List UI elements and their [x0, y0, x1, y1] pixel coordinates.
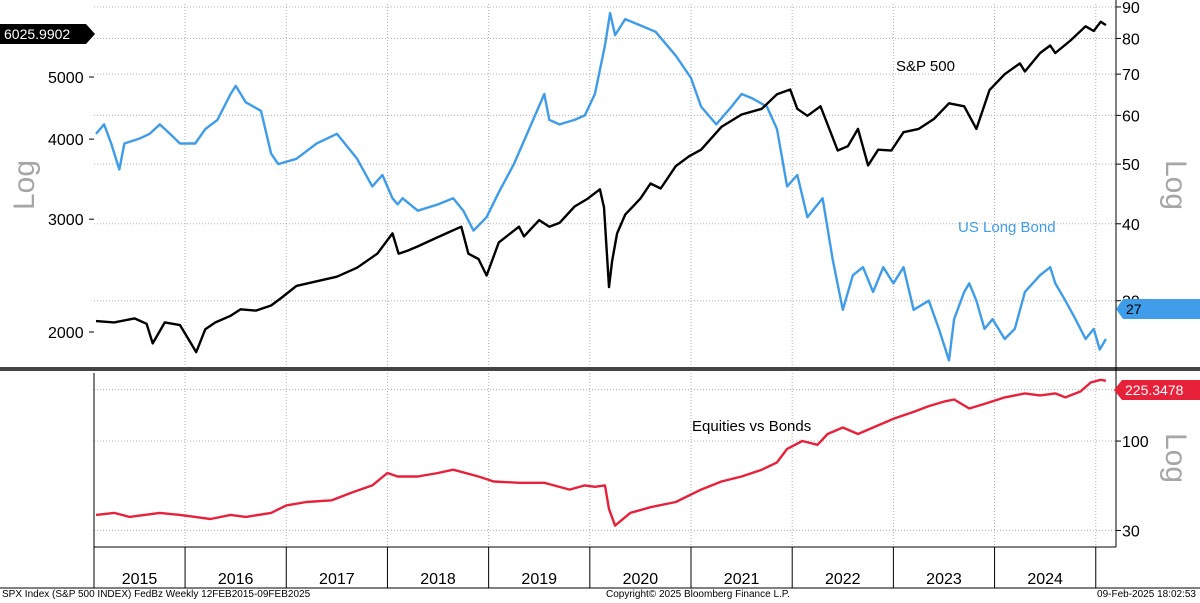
- left-tick-label: 4000: [48, 132, 84, 149]
- left-tick-label: 2000: [48, 325, 84, 342]
- right-tick-label-top: 70: [1122, 67, 1140, 84]
- series-layer: [95, 11, 1107, 527]
- right-tick-label-top: 50: [1122, 157, 1140, 174]
- x-tick-label: 2018: [420, 571, 456, 588]
- left-tick-label: 3000: [48, 212, 84, 229]
- series-line-sp500: [95, 20, 1107, 354]
- tick-labels: 2015 2016 2017 2018 2019 2020 2021 2022 2023 2024…: [48, 0, 1149, 588]
- right-axis-title-top: Log: [1159, 160, 1192, 210]
- bottom-panel-gridlines: [94, 389, 1116, 531]
- x-tick-label: 2017: [319, 571, 355, 588]
- last-value-sp500: 6025.9902: [4, 26, 70, 42]
- right-tick-label-top: 80: [1122, 31, 1140, 48]
- x-tick-label: 2015: [122, 571, 158, 588]
- x-tick-label: 2022: [825, 571, 861, 588]
- last-value-badge-bond: 27: [1116, 299, 1200, 319]
- right-tick-label-bottom: 30: [1122, 523, 1140, 540]
- left-axis-title: Log: [8, 160, 41, 210]
- last-value-bond: 27: [1126, 301, 1142, 317]
- right-tick-label-top: 40: [1122, 217, 1140, 234]
- right-axis-title-bottom: Log: [1159, 433, 1192, 483]
- x-tick-label: 2016: [218, 571, 254, 588]
- series-label-bond: US Long Bond: [958, 219, 1056, 236]
- x-tick-label: 2020: [623, 571, 659, 588]
- last-value-ratio: 225.3478: [1125, 382, 1184, 398]
- last-value-badge-ratio: 225.3478: [1114, 380, 1200, 400]
- series-label-sp500: S&P 500: [896, 58, 955, 75]
- x-tick-label: 2024: [1027, 571, 1063, 588]
- chart-frame: [0, 0, 1200, 589]
- series-line-us-long-bond: [95, 11, 1107, 362]
- footer-copyright: Copyright© 2025 Bloomberg Finance L.P.: [606, 589, 790, 600]
- x-tick-label: 2021: [724, 571, 760, 588]
- footer-timestamp: 09-Feb-2025 18:02:53: [1097, 589, 1196, 600]
- x-tick-label: 2023: [926, 571, 962, 588]
- last-value-badge-sp500: 6025.9902: [0, 24, 95, 44]
- series-line-equities-vs-bonds: [95, 378, 1107, 527]
- right-tick-label-bottom: 100: [1122, 434, 1149, 451]
- footer-source: SPX Index (S&P 500 INDEX) FedBz Weekly 1…: [2, 589, 311, 600]
- right-tick-label-top: 60: [1122, 108, 1140, 125]
- x-tick-label: 2019: [521, 571, 557, 588]
- series-label-ratio: Equities vs Bonds: [692, 418, 811, 435]
- left-tick-label: 5000: [48, 70, 84, 87]
- right-tick-label-top: 90: [1122, 0, 1140, 17]
